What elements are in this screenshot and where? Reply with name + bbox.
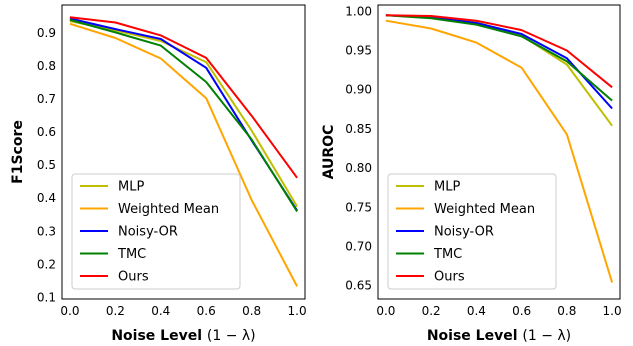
x-tick-label: 0.2 [106,304,125,318]
legend-label: Noisy-OR [118,225,178,240]
legend-box [387,173,557,290]
legend-label: Weighted Mean [118,202,219,217]
legend-label: Weighted Mean [434,202,535,217]
plot-frame [61,4,306,300]
series-line-weighted-mean [385,19,614,283]
y-tick-label: 1.00 [345,4,372,18]
legend-label: TMC [433,247,462,262]
x-tick-label: 0.6 [197,304,216,318]
y-tick-label: 0.85 [345,122,372,136]
series-line-tmc [69,18,298,213]
y-tick-label: 0.2 [37,257,56,271]
y-axis-label: F1Score [10,120,26,184]
series-line-ours [69,16,298,179]
chart-panel-1: 0.0 0.2 0.4 0.6 0.8 1.0 0.1 0.2 0.3 0.4 0.5 0.6 0.7 0… [10,4,307,344]
x-axis-label: Noise Level (1 − λ) [111,328,255,344]
y-tick-label: 0.7 [37,92,56,106]
y-tick-label: 0.90 [345,83,372,97]
x-tick-label: 0.0 [60,304,79,318]
y-tick-label: 0.95 [345,43,372,57]
legend-label: Ours [434,270,465,285]
y-tick-label: 0.5 [37,158,56,172]
y-tick-label: 0.3 [37,224,56,238]
y-tick-label: 0.75 [345,200,372,214]
y-tick-label: 0.9 [37,26,56,40]
y-tick-label: 0.6 [37,125,56,139]
legend-label: TMC [117,247,146,262]
y-tick-label: 0.1 [37,290,56,304]
x-axis-label: Noise Level (1 − λ) [427,328,571,344]
y-tick-label: 0.8 [37,59,56,73]
y-tick-label: 0.4 [37,191,56,205]
x-tick-label: 1.0 [288,304,307,318]
y-axis-label: AUROC [321,125,337,180]
x-tick-label: 1.0 [603,304,622,318]
legend: MLP Weighted Mean Noisy-OR TMC Ours [387,173,557,290]
legend-box [71,173,241,290]
series-line-noisy-or [385,14,613,110]
x-tick-label: 0.4 [151,304,170,318]
y-tick-label: 0.70 [345,239,372,253]
series-line-mlp [69,20,298,208]
series-line-ours [385,14,613,89]
x-tick-label: 0.8 [557,304,576,318]
x-tick-label: 0.2 [422,304,441,318]
legend: MLP Weighted Mean Noisy-OR TMC Ours [71,173,241,290]
legend-label: MLP [118,180,144,195]
legend-label: MLP [434,180,460,195]
legend-label: Noisy-OR [434,225,494,240]
x-tick-label: 0.6 [512,304,531,318]
plot-frame [377,4,621,300]
x-tick-label: 0.0 [376,304,395,318]
x-tick-label: 0.4 [467,304,486,318]
y-tick-label: 0.80 [345,161,372,175]
x-tick-label: 0.8 [242,304,261,318]
series-line-weighted-mean [69,22,298,287]
y-tick-label: 0.65 [345,279,372,293]
chart-panel-2: 0.0 0.2 0.4 0.6 0.8 1.0 0.65 0.70 0.75 0.80 0.85 0.… [321,4,622,344]
series-line-tmc [385,14,613,102]
legend-label: Ours [118,270,149,285]
